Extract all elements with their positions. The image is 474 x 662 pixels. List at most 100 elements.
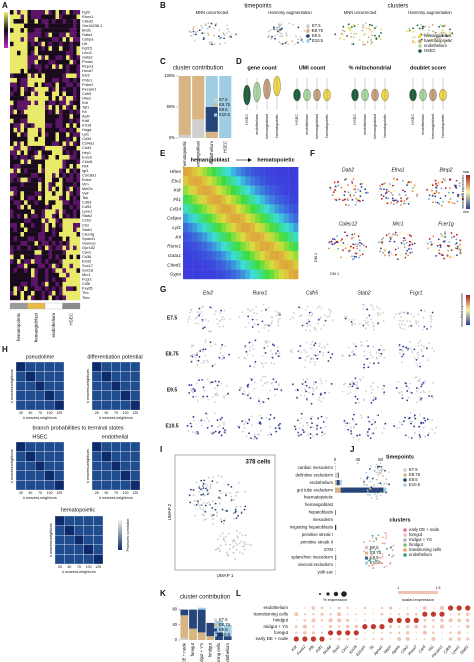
dot: [320, 612, 324, 616]
dot: [337, 612, 342, 617]
heatmap-cell: [183, 223, 188, 233]
heatmap-cell: [27, 64, 32, 70]
heatmap-cell: [73, 46, 77, 51]
umap-point: [201, 513, 204, 516]
corr-cell: [25, 400, 36, 411]
umap-point: [406, 233, 409, 235]
umap-point: [270, 37, 273, 40]
heatmap-cell: [73, 82, 77, 88]
heatmap-cell: [66, 236, 70, 242]
heatmap-cell: [216, 195, 222, 205]
heatmap-cell: [66, 268, 70, 274]
heatmap-cell: [279, 195, 284, 205]
umap-point: [235, 548, 238, 551]
heatmap-cell: [34, 114, 39, 119]
umap-point: [210, 307, 213, 309]
umap-point: [348, 195, 351, 198]
heatmap-cell: [34, 241, 39, 246]
heatmap-cell: [17, 150, 21, 156]
corr-cell: [64, 544, 75, 555]
heatmap-cell: [76, 118, 81, 124]
heatmap-cell: [34, 164, 39, 169]
umap-point: [433, 37, 436, 40]
umap-point: [207, 361, 210, 364]
dot: [311, 618, 316, 623]
heatmap-cell: [27, 37, 32, 42]
umap-point: [358, 249, 361, 252]
heatmap-cell: [31, 159, 35, 165]
umap-point: [219, 320, 221, 322]
umap-point: [209, 487, 212, 490]
umap-point: [352, 349, 355, 352]
heatmap-cell: [31, 96, 35, 101]
heatmap-cell: [41, 145, 46, 151]
heatmap-cell: [73, 268, 77, 274]
umap-point: [434, 195, 437, 198]
umap-point: [321, 346, 323, 349]
heatmap-cell: [48, 182, 53, 187]
umap-point: [278, 41, 281, 43]
umap-point: [354, 402, 357, 404]
umap-point: [195, 382, 198, 385]
corr-cell: [101, 400, 112, 411]
heatmap-cell: [52, 19, 56, 24]
heatmap-cell: [13, 222, 18, 228]
k-tick: 75: [38, 491, 42, 495]
umap-point: [416, 352, 419, 355]
umap-point: [384, 532, 387, 535]
bar-segment: [335, 465, 336, 471]
heatmap-cell: [45, 68, 49, 74]
umap-point: [399, 326, 401, 328]
corr-cell: [91, 371, 102, 382]
heatmap-cell: [45, 263, 49, 269]
heatmap-cell: [17, 164, 21, 169]
heatmap-cell: [183, 204, 188, 214]
heatmap-cell: [59, 19, 63, 24]
umap-point: [402, 311, 405, 314]
umap-point: [440, 233, 442, 235]
heatmap-cell: [235, 195, 241, 205]
heatmap-cell: [31, 259, 35, 264]
umap-point: [318, 342, 321, 345]
heatmap-cell: [38, 173, 42, 178]
dot: [441, 632, 443, 634]
umap-point: [216, 419, 219, 422]
umap-point: [339, 184, 342, 187]
heatmap-cell: [27, 263, 32, 269]
umap-point: [218, 502, 221, 505]
umap-point: [420, 397, 423, 400]
umap-point: [280, 42, 283, 45]
heatmap-cell: [20, 263, 25, 269]
heatmap-cell: [34, 14, 39, 20]
corr-cell: [54, 441, 65, 452]
category-label: HSEC: [222, 141, 227, 153]
heatmap-cell: [17, 64, 21, 70]
dot: [405, 617, 411, 624]
umap-point: [214, 24, 217, 27]
umap-point: [418, 396, 421, 399]
heatmap-cell: [24, 263, 28, 269]
umap-point: [373, 493, 376, 496]
heatmap-cell: [27, 55, 32, 61]
bar-segment: [335, 509, 337, 516]
heatmap-cell: [38, 28, 42, 33]
umap-point: [191, 431, 194, 433]
umap-point: [442, 25, 444, 28]
heatmap-cell: [13, 232, 18, 237]
umap-point: [221, 358, 223, 361]
heatmap-cell: [211, 204, 217, 214]
dot: [295, 631, 298, 634]
heatmap-cell: [13, 91, 18, 97]
heatmap-cell: [231, 204, 236, 214]
heatmap-cell: [24, 200, 28, 206]
umap-point: [423, 417, 426, 420]
heatmap-cell: [41, 87, 46, 92]
heatmap-cell: [45, 127, 49, 133]
corr-cell: [44, 371, 55, 382]
umap-point: [413, 242, 416, 245]
gene-label: Kit: [175, 234, 181, 240]
umap-point: [350, 36, 353, 38]
umap-point: [385, 196, 388, 199]
umap-point: [395, 387, 398, 389]
umap-point: [320, 382, 323, 385]
